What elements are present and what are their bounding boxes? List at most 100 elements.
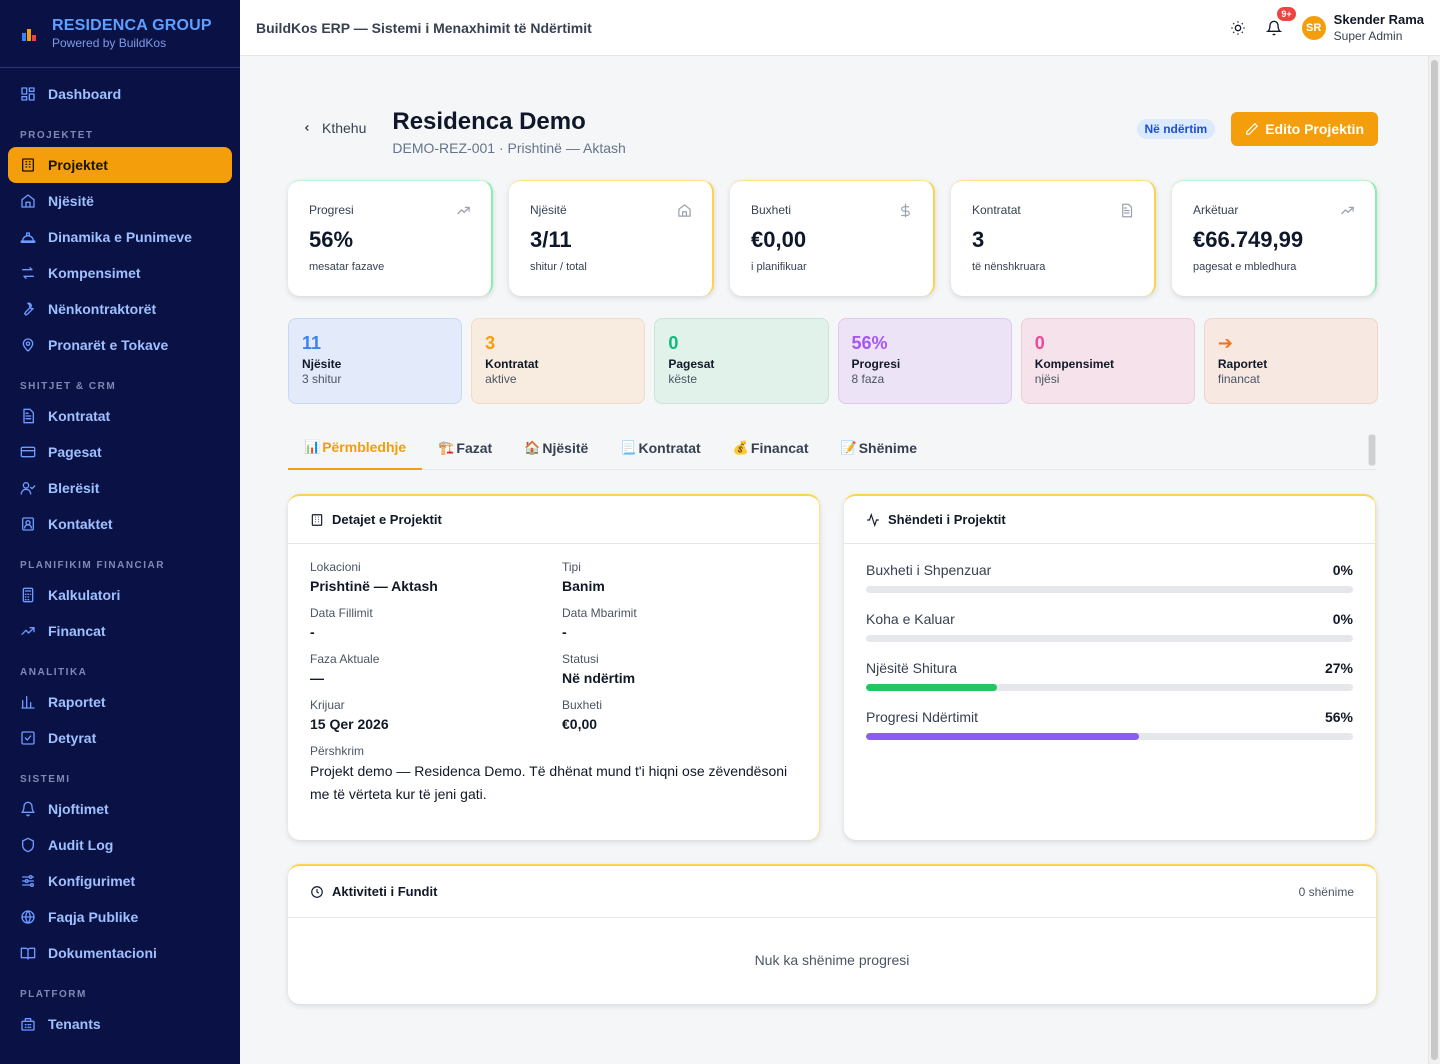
sidebar-section-title: SHITJET & CRM [20, 381, 117, 392]
book-icon [20, 945, 36, 961]
tab-financat[interactable]: 💰 Financat [717, 426, 825, 470]
stat-hint: pagesat e mbledhura [1193, 261, 1297, 273]
brand-tagline: Powered by BuildKos [52, 36, 167, 50]
tile-value: 0 [1034, 333, 1045, 353]
tab-emoji-icon: 🏠 [524, 440, 541, 455]
notifications-badge: 9+ [1277, 6, 1296, 21]
sidebar-item-label: Dokumentacioni [48, 945, 157, 961]
sliders-icon [20, 873, 36, 889]
back-button[interactable]: Kthehu [302, 120, 366, 136]
tabs-scrollbar[interactable] [1368, 434, 1376, 466]
sidebar-item-tenants[interactable]: Tenants [8, 1006, 232, 1042]
sidebar-item-konfigurimet[interactable]: Konfigurimet [8, 863, 232, 899]
progress-bar [866, 586, 1353, 593]
stat-card: Kontratat 3 të nënshkruara [951, 180, 1156, 296]
stat-hint: të nënshkruara [972, 261, 1046, 273]
sidebar-item-financat[interactable]: Financat [8, 613, 232, 649]
sidebar-item-projektet[interactable]: Projektet [8, 147, 232, 183]
health-percent: 0% [1332, 562, 1353, 578]
detail-field: Data Fillimit - [310, 606, 562, 640]
sidebar-item-bleresit[interactable]: Blerësit [8, 470, 232, 506]
description-text: Projekt demo — Residenca Demo. Të dhënat… [310, 763, 788, 802]
tab-emoji-icon: 💰 [732, 440, 749, 455]
project-health-card: Shëndeti i Projektit Buxheti i Shpenzuar… [844, 494, 1376, 840]
activity-title: Aktiviteti i Fundit [332, 884, 438, 899]
quick-tile[interactable]: 0 Pagesat këste [654, 318, 829, 404]
notifications-bell-icon[interactable]: 9+ [1264, 6, 1296, 38]
edit-project-button[interactable]: Edito Projektin [1231, 112, 1378, 146]
building-icon [311, 513, 323, 526]
health-label: Progresi Ndërtimit [866, 709, 979, 725]
brand[interactable]: RESIDENCA GROUP Powered by BuildKos [0, 0, 240, 68]
sidebar-item-audit-log[interactable]: Audit Log [8, 827, 232, 863]
tab-permbledhje[interactable]: 📊 Përmbledhje [288, 426, 423, 470]
tenants-icon [20, 1016, 36, 1032]
tab-shenime[interactable]: 📝 Shënime [825, 426, 934, 470]
sidebar-item-dokumentacioni[interactable]: Dokumentacioni [8, 935, 232, 971]
app-title: BuildKos ERP — Sistemi i Menaxhimit të N… [256, 19, 592, 36]
detail-label: Tipi [562, 560, 581, 574]
sidebar-item-kompensimet[interactable]: Kompensimet [8, 255, 232, 291]
tab-emoji-icon: 📃 [620, 440, 637, 455]
quick-tile[interactable]: 11 Njësite 3 shitur [288, 318, 463, 404]
page-scrollbar[interactable] [1428, 56, 1440, 1064]
document-icon [1119, 203, 1134, 223]
tile-sub: aktive [485, 372, 517, 386]
sidebar-item-label: Kompensimet [48, 265, 141, 281]
health-list: Buxheti i Shpenzuar 0% Koha e Kaluar 0% Njës… [844, 544, 1375, 776]
health-percent: 27% [1324, 660, 1353, 676]
quick-tile[interactable]: 56% Progresi 8 faza [837, 318, 1012, 404]
sidebar-section-title: PLATFORM [20, 989, 87, 1000]
clock-icon [311, 885, 323, 898]
building-icon [20, 157, 36, 173]
stat-label: Kontratat [972, 203, 1021, 217]
dollar-icon [898, 203, 913, 223]
sidebar-item-kontaktet[interactable]: Kontaktet [8, 506, 232, 542]
stat-card: Njësitë 3/11 shitur / total [509, 180, 714, 296]
sidebar-item-label: Blerësit [48, 480, 100, 496]
chevron-left-icon [302, 120, 312, 136]
page-subtitle: DEMO-REZ-001 · Prishtinë — Aktash [392, 140, 626, 156]
sidebar-item-kalkulatori[interactable]: Kalkulatori [8, 577, 232, 613]
theme-toggle-sun-icon[interactable] [1228, 18, 1248, 38]
user-avatar[interactable]: SR [1301, 15, 1326, 40]
trending-icon [20, 623, 36, 639]
sidebar-item-faqja-publike[interactable]: Faqja Publike [8, 899, 232, 935]
sidebar-item-njoftimet[interactable]: Njoftimet [8, 791, 232, 827]
sidebar-item-dashboard[interactable]: Dashboard [8, 76, 232, 112]
sidebar-item-label: Nënkontraktorët [48, 301, 157, 317]
detail-label: Statusi [562, 652, 599, 666]
tab-njesite[interactable]: 🏠 Njësitë [508, 426, 604, 470]
sidebar-item-pagesat[interactable]: Pagesat [8, 434, 232, 470]
detail-field: Statusi Në ndërtim [562, 652, 792, 686]
tile-label: Kompensimet [1034, 357, 1115, 371]
sidebar-item-label: Njësitë [48, 193, 94, 209]
quick-tile[interactable]: 0 Kompensimet njësi [1020, 318, 1195, 404]
health-percent: 0% [1332, 611, 1353, 627]
tab-kontratat[interactable]: 📃 Kontratat [604, 426, 716, 470]
stat-value: €66.749,99 [1193, 227, 1304, 252]
sidebar-item-raportet[interactable]: Raportet [8, 684, 232, 720]
sidebar-item-njesite[interactable]: Njësitë [8, 183, 232, 219]
tile-label: Progresi [851, 357, 901, 371]
sidebar-item-pronaret-e-tokave[interactable]: Pronarët e Tokave [8, 327, 232, 363]
detail-value: Banim [562, 578, 605, 594]
sidebar-item-nenkontraktoret[interactable]: Nënkontraktorët [8, 291, 232, 327]
sidebar-item-dinamika-e-punimeve[interactable]: Dinamika e Punimeve [8, 219, 232, 255]
quick-tile[interactable]: ➔ Raportet financat [1203, 318, 1379, 404]
sidebar-section-title: ANALITIKA [20, 667, 88, 678]
health-title: Shëndeti i Projektit [888, 512, 1006, 527]
user-menu[interactable]: Skender Rama Super Admin [1334, 12, 1424, 44]
tab-fazat[interactable]: 🏗️ Fazat [422, 426, 508, 470]
sidebar-section-title: PLANIFIKIM FINANCIAR [20, 560, 165, 571]
tab-emoji-icon: 📊 [304, 439, 321, 454]
sidebar-item-kontratat[interactable]: Kontratat [8, 398, 232, 434]
project-details-card: Detajet e Projektit Lokacioni Prishtinë —… [288, 494, 820, 840]
detail-value: €0,00 [562, 716, 598, 732]
contact-icon [20, 516, 36, 532]
page-header: Kthehu Residenca Demo DEMO-REZ-001 · Pri… [288, 100, 1378, 160]
sidebar-item-label: Projektet [48, 157, 108, 173]
stat-card: Buxheti €0,00 i planifikuar [730, 180, 935, 296]
sidebar-item-detyrat[interactable]: Detyrat [8, 720, 232, 756]
quick-tile[interactable]: 3 Kontratat aktive [471, 318, 646, 404]
